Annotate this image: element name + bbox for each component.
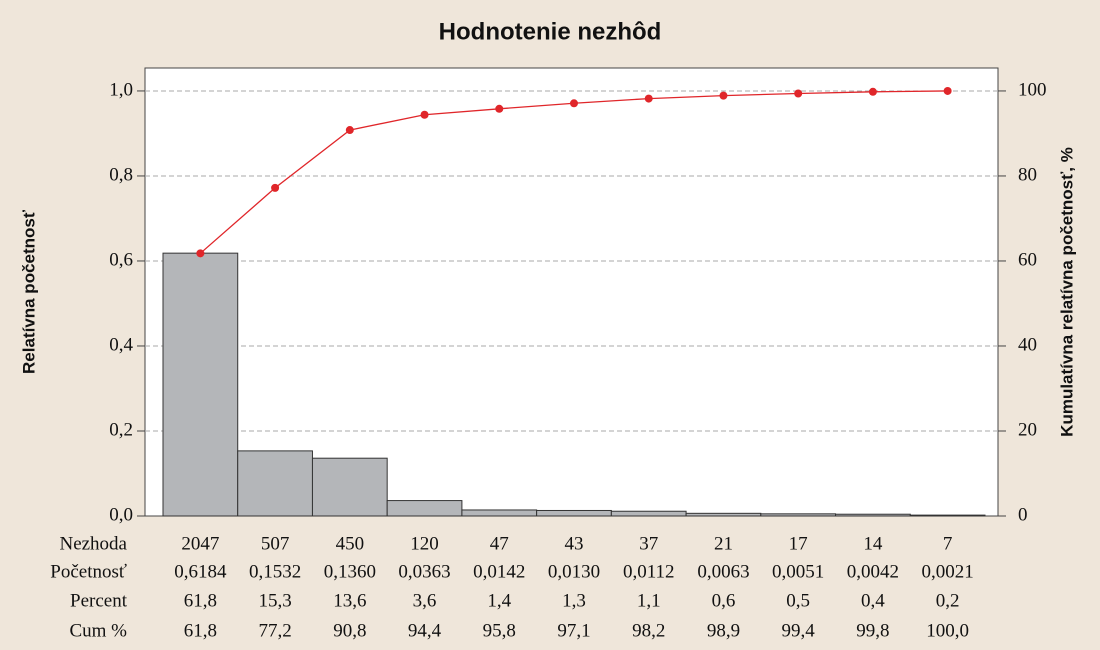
table-cell: 13,6 — [333, 590, 366, 611]
table-cell: 120 — [410, 533, 439, 554]
table-cell: 1,3 — [562, 590, 586, 611]
table-cell: 3,6 — [413, 590, 437, 611]
table-cell: 0,0363 — [398, 561, 450, 582]
table-cell: 47 — [490, 533, 509, 554]
table-cell: 2047 — [181, 533, 219, 554]
table-cell: 100,0 — [926, 620, 969, 641]
table-cell: 99,4 — [782, 620, 816, 641]
y-tick-label: 0,0 — [109, 504, 133, 525]
bar — [386, 500, 463, 517]
bar — [835, 513, 911, 517]
table-cell: 0,5 — [786, 590, 810, 611]
y-tick-label: 0,2 — [109, 419, 133, 440]
cumulative-point — [420, 110, 429, 119]
table-row-label: Nezhoda — [59, 533, 127, 554]
table-cell: 90,8 — [333, 620, 366, 641]
chart-title: Hodnotenie nezhôd — [439, 18, 662, 45]
y-tick-label: 1,0 — [109, 79, 133, 100]
y2-tick-label: 60 — [1018, 249, 1037, 270]
table-cell: 0,4 — [861, 590, 885, 611]
table-cell: 450 — [336, 533, 365, 554]
y-tick-label: 0,8 — [109, 164, 133, 185]
y2-tick-label: 0 — [1018, 504, 1028, 525]
cumulative-point — [868, 87, 877, 96]
table-cell: 0,0042 — [847, 561, 899, 582]
cumulative-point — [345, 126, 354, 135]
bar — [311, 457, 388, 517]
table-row-label: Cum % — [69, 620, 127, 641]
table-cell: 77,2 — [258, 620, 291, 641]
table-cell: 95,8 — [483, 620, 516, 641]
table-cell: 98,9 — [707, 620, 740, 641]
bar — [536, 509, 612, 517]
table-cell: 0,0063 — [697, 561, 749, 582]
table-cell: 0,6184 — [174, 561, 227, 582]
cumulative-point — [943, 86, 952, 95]
table-cell: 99,8 — [856, 620, 889, 641]
cumulative-point — [794, 89, 803, 98]
table-cell: 21 — [714, 533, 733, 554]
cumulative-point — [271, 183, 280, 192]
y2-axis-label: Kumulatívna relatívna početnosť, % — [1057, 147, 1076, 437]
y-tick-label: 0,4 — [109, 334, 133, 355]
table-cell: 0,1532 — [249, 561, 301, 582]
table-cell: 61,8 — [184, 620, 217, 641]
plot-area — [144, 67, 999, 517]
y-tick-label: 0,6 — [109, 249, 133, 270]
cumulative-point — [719, 91, 728, 100]
table-cell: 37 — [639, 533, 658, 554]
cumulative-point — [644, 94, 653, 103]
bar — [237, 450, 313, 517]
bar — [461, 509, 538, 517]
bar — [685, 512, 762, 517]
table-cell: 43 — [565, 533, 584, 554]
table-cell: 1,4 — [487, 590, 511, 611]
y2-tick-label: 20 — [1018, 419, 1037, 440]
cumulative-point — [570, 99, 578, 108]
y-axis-label: Relatívna početnosť — [19, 209, 38, 374]
table-cell: 97,1 — [557, 620, 590, 641]
table-cell: 0,1360 — [324, 561, 376, 582]
table-cell: 1,1 — [637, 590, 661, 611]
table-cell: 0,6 — [712, 590, 736, 611]
table-cell: 0,0142 — [473, 561, 525, 582]
table-row-label: Percent — [70, 590, 128, 611]
y2-tick-label: 100 — [1018, 79, 1047, 100]
bar — [162, 252, 239, 517]
table-cell: 98,2 — [632, 620, 665, 641]
y2-tick-label: 80 — [1018, 164, 1037, 185]
cumulative-point — [196, 249, 205, 258]
table-cell: 0,0021 — [922, 561, 974, 582]
table-cell: 15,3 — [258, 590, 291, 611]
table-cell: 0,0130 — [548, 561, 600, 582]
bar — [909, 514, 986, 517]
table-row-label: Početnosť — [50, 561, 127, 582]
table-cell: 507 — [261, 533, 290, 554]
cumulative-point — [495, 104, 504, 113]
table-cell: 61,8 — [184, 590, 217, 611]
bar — [760, 513, 837, 517]
table-cell: 14 — [863, 533, 883, 554]
table-cell: 94,4 — [408, 620, 442, 641]
table-cell: 0,0112 — [623, 561, 675, 582]
bar — [610, 510, 687, 517]
table-cell: 0,2 — [936, 590, 960, 611]
table-cell: 0,0051 — [772, 561, 824, 582]
y2-tick-label: 40 — [1018, 334, 1037, 355]
table-cell: 7 — [943, 533, 953, 554]
table-cell: 17 — [789, 533, 808, 554]
